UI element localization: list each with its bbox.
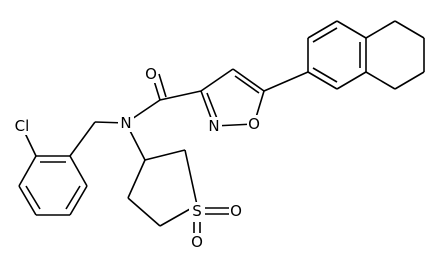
atom-label: N — [208, 117, 219, 135]
atom-label: Cl — [15, 117, 30, 135]
atom-label: O — [248, 115, 260, 133]
atom-label: O — [230, 202, 242, 220]
bonds — [18, 20, 425, 238]
atom-label: S — [192, 202, 202, 220]
atom-label: N — [120, 114, 131, 132]
atom-labels: O N N O Cl S O O — [10, 65, 261, 251]
atom-label: O — [145, 65, 157, 83]
atom-label: O — [191, 233, 203, 251]
